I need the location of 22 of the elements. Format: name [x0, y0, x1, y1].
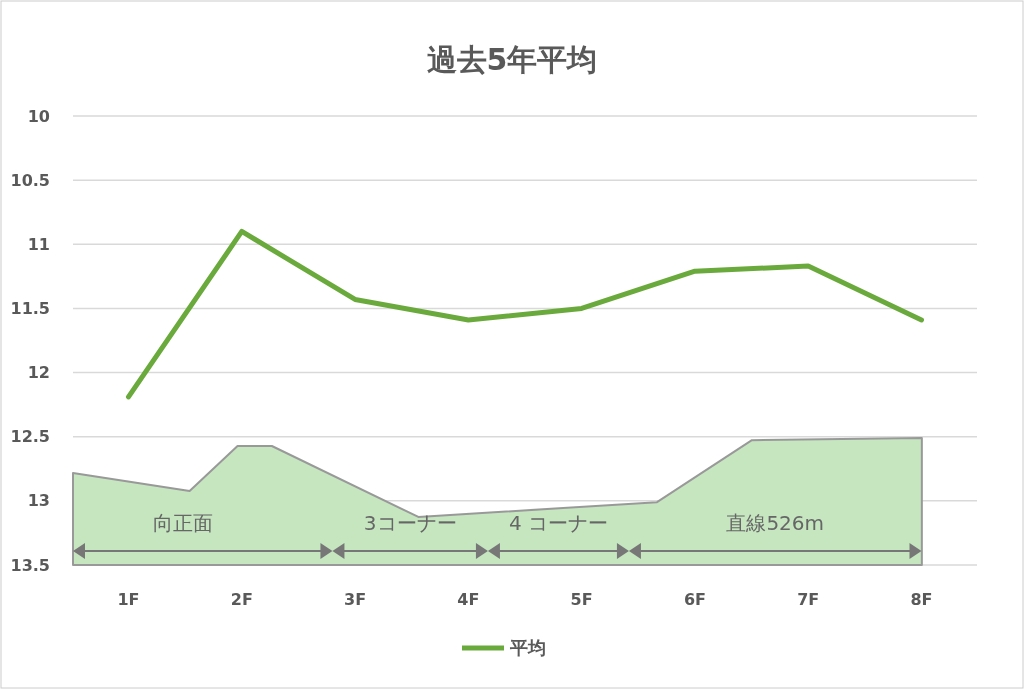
annotation: 4 コーナー: [508, 511, 608, 535]
x-tick-label: 4F: [457, 590, 480, 609]
x-tick-label: 1F: [117, 590, 140, 609]
y-tick-label: 13.5: [10, 555, 50, 575]
legend-label: 平均: [509, 637, 546, 659]
x-tick-label: 3F: [344, 590, 367, 609]
x-tick-label: 2F: [230, 590, 253, 609]
annotation: 直線526m: [726, 511, 825, 535]
annotation: 向正面: [152, 511, 213, 535]
y-tick-label: 11: [27, 234, 50, 254]
x-tick-label: 6F: [683, 590, 706, 609]
annotation: 3コーナー: [363, 511, 457, 535]
y-tick-label: 10: [27, 106, 50, 126]
y-tick-label: 12: [27, 363, 50, 383]
y-tick-label: 13: [27, 491, 50, 511]
x-tick-label: 5F: [570, 590, 593, 609]
y-tick-label: 11.5: [10, 299, 50, 319]
y-tick-label: 10.5: [10, 170, 50, 190]
x-tick-label: 8F: [910, 590, 933, 609]
chart-title: 過去5年平均: [426, 42, 598, 77]
x-tick-label: 7F: [797, 590, 820, 609]
y-tick-label: 12.5: [10, 427, 50, 447]
